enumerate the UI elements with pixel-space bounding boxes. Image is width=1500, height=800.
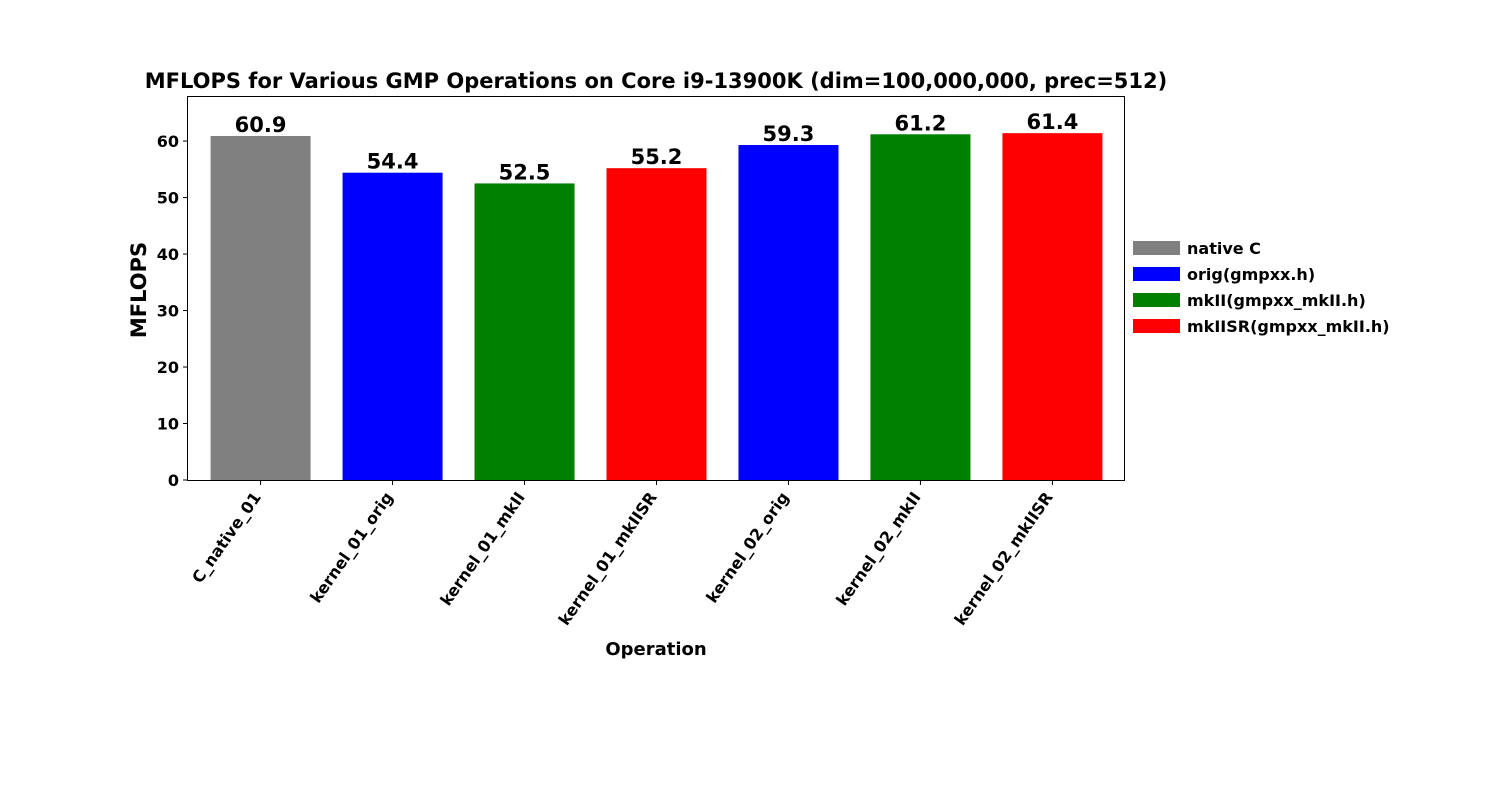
y-tick-label: 40 [157, 245, 179, 264]
value-labels-group: 60.9 54.4 52.5 55.2 59.3 61.2 61.4 [235, 110, 1079, 184]
legend: native C orig(gmpxx.h) mkII(gmpxx_mkII.h)m… [1133, 239, 1390, 336]
legend-swatch [1133, 319, 1180, 333]
value-label: 54.4 [367, 150, 419, 174]
value-label: 61.4 [1027, 110, 1079, 134]
y-tick-label: 60 [157, 132, 179, 151]
bar-kernel_02_orig [738, 145, 839, 480]
legend-label: mkIISR(gmpxx_mkII.h) [1187, 317, 1390, 336]
x-axis-label: Operation [605, 639, 706, 660]
bar-kernel_01_mkII [474, 183, 575, 480]
x-tick-label: kernel_01_orig [306, 488, 397, 606]
x-tick-label: kernel_01_mkIISR [555, 488, 661, 628]
y-tick-label: 30 [157, 302, 179, 321]
chart-title: MFLOPS for Various GMP Operations on Cor… [145, 69, 1168, 93]
x-tick-label: kernel_02_mkIISR [950, 488, 1056, 628]
bar-C_native_01 [210, 135, 311, 480]
bar-kernel_02_mkII [870, 134, 971, 480]
value-label: 55.2 [631, 145, 683, 169]
y-axis: 0 10 20 30 40 50 60 [157, 132, 188, 490]
value-label: 61.2 [895, 111, 947, 135]
plot-area: 60.9 54.4 52.5 55.2 59.3 61.2 61.4 [187, 96, 1125, 481]
value-label: 52.5 [499, 160, 551, 184]
bar-kernel_01_mkIISR [606, 168, 707, 480]
x-tick-label: kernel_02_orig [702, 488, 793, 606]
y-axis-label: MFLOPS [127, 242, 151, 338]
y-tick-label: 0 [168, 471, 179, 490]
legend-swatch [1133, 267, 1180, 281]
legend-swatch [1133, 293, 1180, 307]
legend-label: orig(gmpxx.h) [1187, 265, 1315, 284]
y-tick-label: 10 [157, 415, 179, 434]
legend-label: native C [1187, 239, 1261, 258]
bars-group [210, 133, 1103, 481]
x-tick-label: C_native_01 [188, 488, 265, 586]
x-axis: C_native_01 kernel_01_orig kernel_01_mkII k… [188, 480, 1057, 629]
value-label: 59.3 [763, 122, 815, 146]
legend-label: mkII(gmpxx_mkII.h) [1187, 291, 1366, 310]
x-tick-label: kernel_02_mkII [832, 488, 925, 609]
legend-swatch [1133, 241, 1180, 255]
y-tick-label: 20 [157, 358, 179, 377]
bar-kernel_01_orig [342, 172, 443, 480]
x-tick-label: kernel_01_mkII [436, 488, 529, 609]
bar-kernel_02_mkIISR [1002, 133, 1103, 481]
y-tick-label: 50 [157, 189, 179, 208]
value-label: 60.9 [235, 113, 287, 137]
